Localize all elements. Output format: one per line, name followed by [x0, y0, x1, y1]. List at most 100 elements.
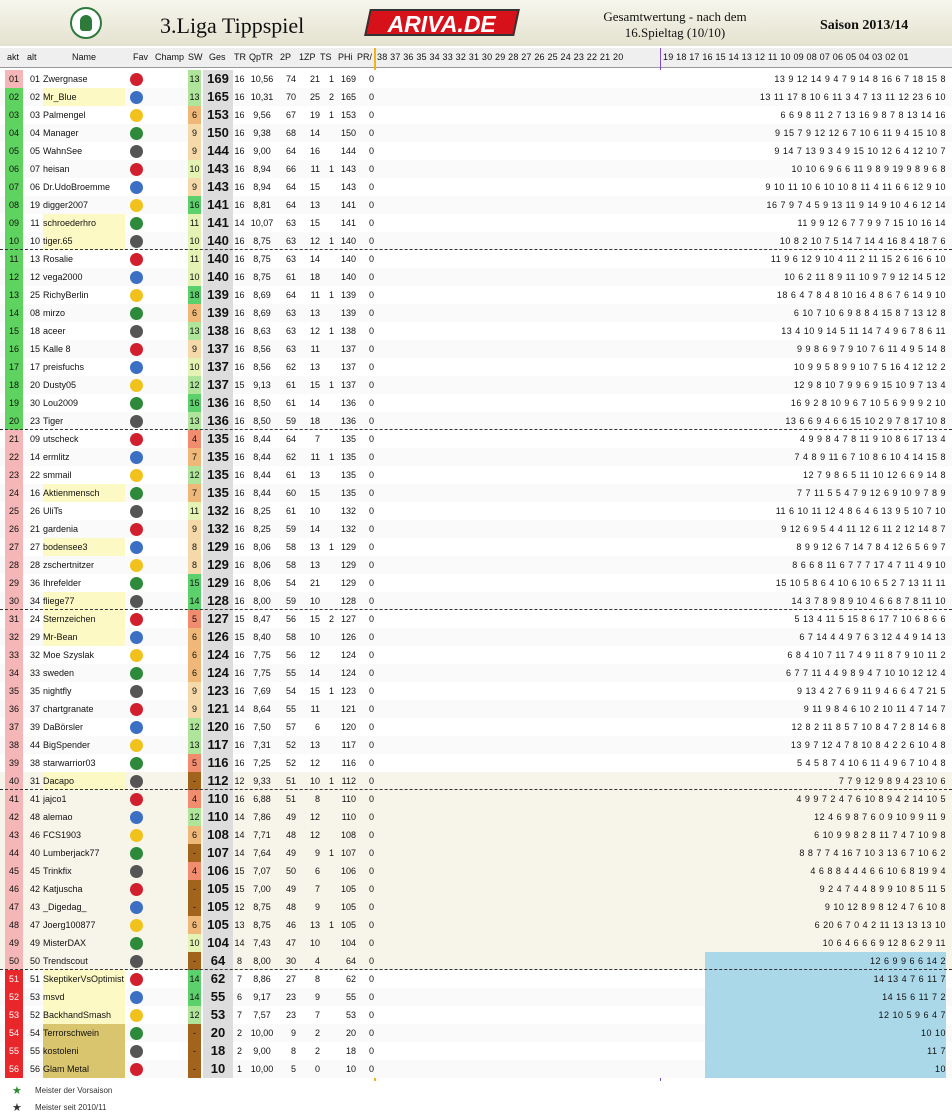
cell-p1z: 6 [314, 866, 320, 876]
cell-ts [322, 1042, 334, 1060]
cell-ts [322, 664, 334, 682]
cell-name[interactable]: Mr_Blue [43, 88, 125, 106]
cell-pr: 0 [368, 650, 374, 660]
cell-name[interactable]: alemao [43, 812, 73, 822]
cell-qptr: 9,17 [253, 992, 271, 1002]
cell-name[interactable]: Moe Szyslak [43, 650, 95, 660]
cell-name[interactable]: Ihrefelder [43, 578, 82, 588]
table-row: 26 21 gardenia 9 132 16 8,25 59 14 132 0 9 12 6 9 5… [0, 520, 952, 538]
cell-name[interactable]: digger2007 [43, 200, 89, 210]
cell-name[interactable]: Tiger [43, 416, 64, 426]
row-background [0, 502, 952, 520]
cell-name[interactable]: utscheck [43, 434, 79, 444]
cell-name[interactable]: BigSpender [43, 740, 91, 750]
cell-name[interactable]: ermlitz [43, 452, 70, 462]
cell-name[interactable]: Terrorschwein [43, 1024, 125, 1042]
cell-name[interactable]: _Digedag_ [43, 902, 87, 912]
cell-name[interactable]: tiger.65 [43, 232, 125, 250]
cell-name[interactable]: RichyBerlin [43, 290, 89, 300]
cell-name[interactable]: schroederhro [43, 214, 125, 232]
cell-akt: 01 [5, 70, 23, 88]
cell-p1z: 10 [309, 938, 320, 948]
cell-phi: 126 [340, 632, 356, 642]
cell-ts [322, 628, 334, 646]
cell-name[interactable]: fliege77 [43, 592, 125, 610]
club-logo-icon [130, 235, 143, 248]
cell-name[interactable]: Palmengel [43, 110, 86, 120]
cell-name[interactable]: bodensee3 [43, 538, 125, 556]
cell-akt: 55 [5, 1042, 23, 1060]
col-2p: 2P [280, 52, 292, 62]
cell-name[interactable]: Katjuscha [43, 884, 83, 894]
cell-name[interactable]: heisan [43, 164, 70, 174]
cell-name[interactable]: Trinkfix [43, 866, 72, 876]
cell-ges: 153 [203, 106, 233, 124]
cell-name[interactable]: gardenia [43, 524, 79, 534]
cell-p1z: 14 [309, 668, 320, 678]
cell-name[interactable]: starwarrior03 [43, 758, 96, 768]
cell-p2: 5 [290, 1064, 296, 1074]
cell-sw: 10 [188, 934, 201, 952]
cell-tr: 16 [234, 596, 245, 606]
club-logo-icon [130, 451, 143, 464]
cell-name[interactable]: Dr.UdoBroemme [43, 182, 111, 192]
cell-sw: - [188, 880, 201, 898]
cell-rest: 6 10 9 9 8 2 8 11 7 4 7 10 9 8 [814, 830, 946, 840]
cell-name[interactable]: smmail [43, 470, 72, 480]
cell-name[interactable]: UliTs [43, 506, 63, 516]
table-row: 24 16 Aktienmensch 7 135 16 8,44 60 15 135 0 7 7 11… [0, 484, 952, 502]
cell-name[interactable]: sweden [43, 668, 75, 678]
cell-name[interactable]: Lumberjack77 [43, 848, 100, 858]
table-row: 28 28 zschertnitzer 8 129 16 8,06 58 13 129 0 8 6 6… [0, 556, 952, 574]
cell-name[interactable]: WahnSee [43, 146, 83, 156]
cell-ts [322, 880, 334, 898]
cell-p2: 58 [285, 542, 296, 552]
cell-name[interactable]: mirzo [43, 308, 65, 318]
cell-akt: 45 [5, 862, 23, 880]
ariva-logo[interactable]: ARIVA.DE [364, 9, 520, 37]
cell-ts [322, 700, 334, 718]
cell-name[interactable]: Manager [43, 128, 79, 138]
cell-name[interactable]: Glam Metal [43, 1060, 125, 1078]
cell-name[interactable]: Aktienmensch [43, 484, 125, 502]
cell-pr: 0 [368, 254, 374, 264]
cell-name[interactable]: Kalle 8 [43, 344, 71, 354]
cell-name[interactable]: Joerg100877 [43, 920, 96, 930]
cell-name[interactable]: chartgranate [43, 704, 94, 714]
cell-p2: 66 [285, 164, 296, 174]
cell-name[interactable]: nightfly [43, 686, 72, 696]
cell-pr: 0 [368, 74, 374, 84]
cell-name[interactable]: vega2000 [43, 272, 83, 282]
cell-name[interactable]: DaBörsler [43, 722, 84, 732]
club-logo-icon [130, 289, 143, 302]
cell-tr: 1 [236, 1064, 242, 1074]
cell-name[interactable]: Lou2009 [43, 398, 79, 408]
cell-rest: 4 9 9 7 2 4 7 6 10 8 9 4 2 14 10 5 [796, 794, 946, 804]
cell-phi: 135 [340, 470, 356, 480]
cell-tr: 16 [234, 452, 245, 462]
cell-name[interactable]: FCS1903 [43, 830, 82, 840]
cell-name[interactable]: MisterDAX [43, 938, 87, 948]
cell-name[interactable]: zschertnitzer [43, 560, 95, 570]
cell-name[interactable]: SkeptikerVsOptimist [43, 970, 125, 988]
cell-name[interactable]: aceer [43, 326, 66, 336]
cell-name[interactable]: msvd [43, 988, 125, 1006]
cell-name[interactable]: kostoleni [43, 1042, 125, 1060]
cell-name[interactable]: Mr-Bean [43, 628, 125, 646]
cell-name[interactable]: Dacapo [43, 772, 125, 790]
cell-ts [322, 1006, 334, 1024]
cell-name[interactable]: Rosalie [43, 254, 74, 264]
table-row: 20 23 Tiger 13 136 16 8,50 59 18 136 0 13 6 6 9 4 6… [0, 412, 952, 430]
cell-name[interactable]: Zwergnase [43, 74, 88, 84]
cell-p2: 54 [285, 686, 296, 696]
cell-name[interactable]: jajco1 [43, 794, 67, 804]
cell-qptr: 9,13 [253, 380, 271, 390]
cell-name[interactable]: Sternzeichen [43, 610, 125, 628]
cell-name[interactable]: BackhandSmash [43, 1006, 125, 1024]
cell-tr: 16 [234, 434, 245, 444]
cell-phi: 143 [340, 182, 356, 192]
cell-name[interactable]: preisfuchs [43, 362, 85, 372]
cell-name[interactable]: Trendscout [43, 956, 88, 966]
cell-phi: 117 [341, 740, 356, 750]
cell-name[interactable]: Dusty05 [43, 380, 77, 390]
